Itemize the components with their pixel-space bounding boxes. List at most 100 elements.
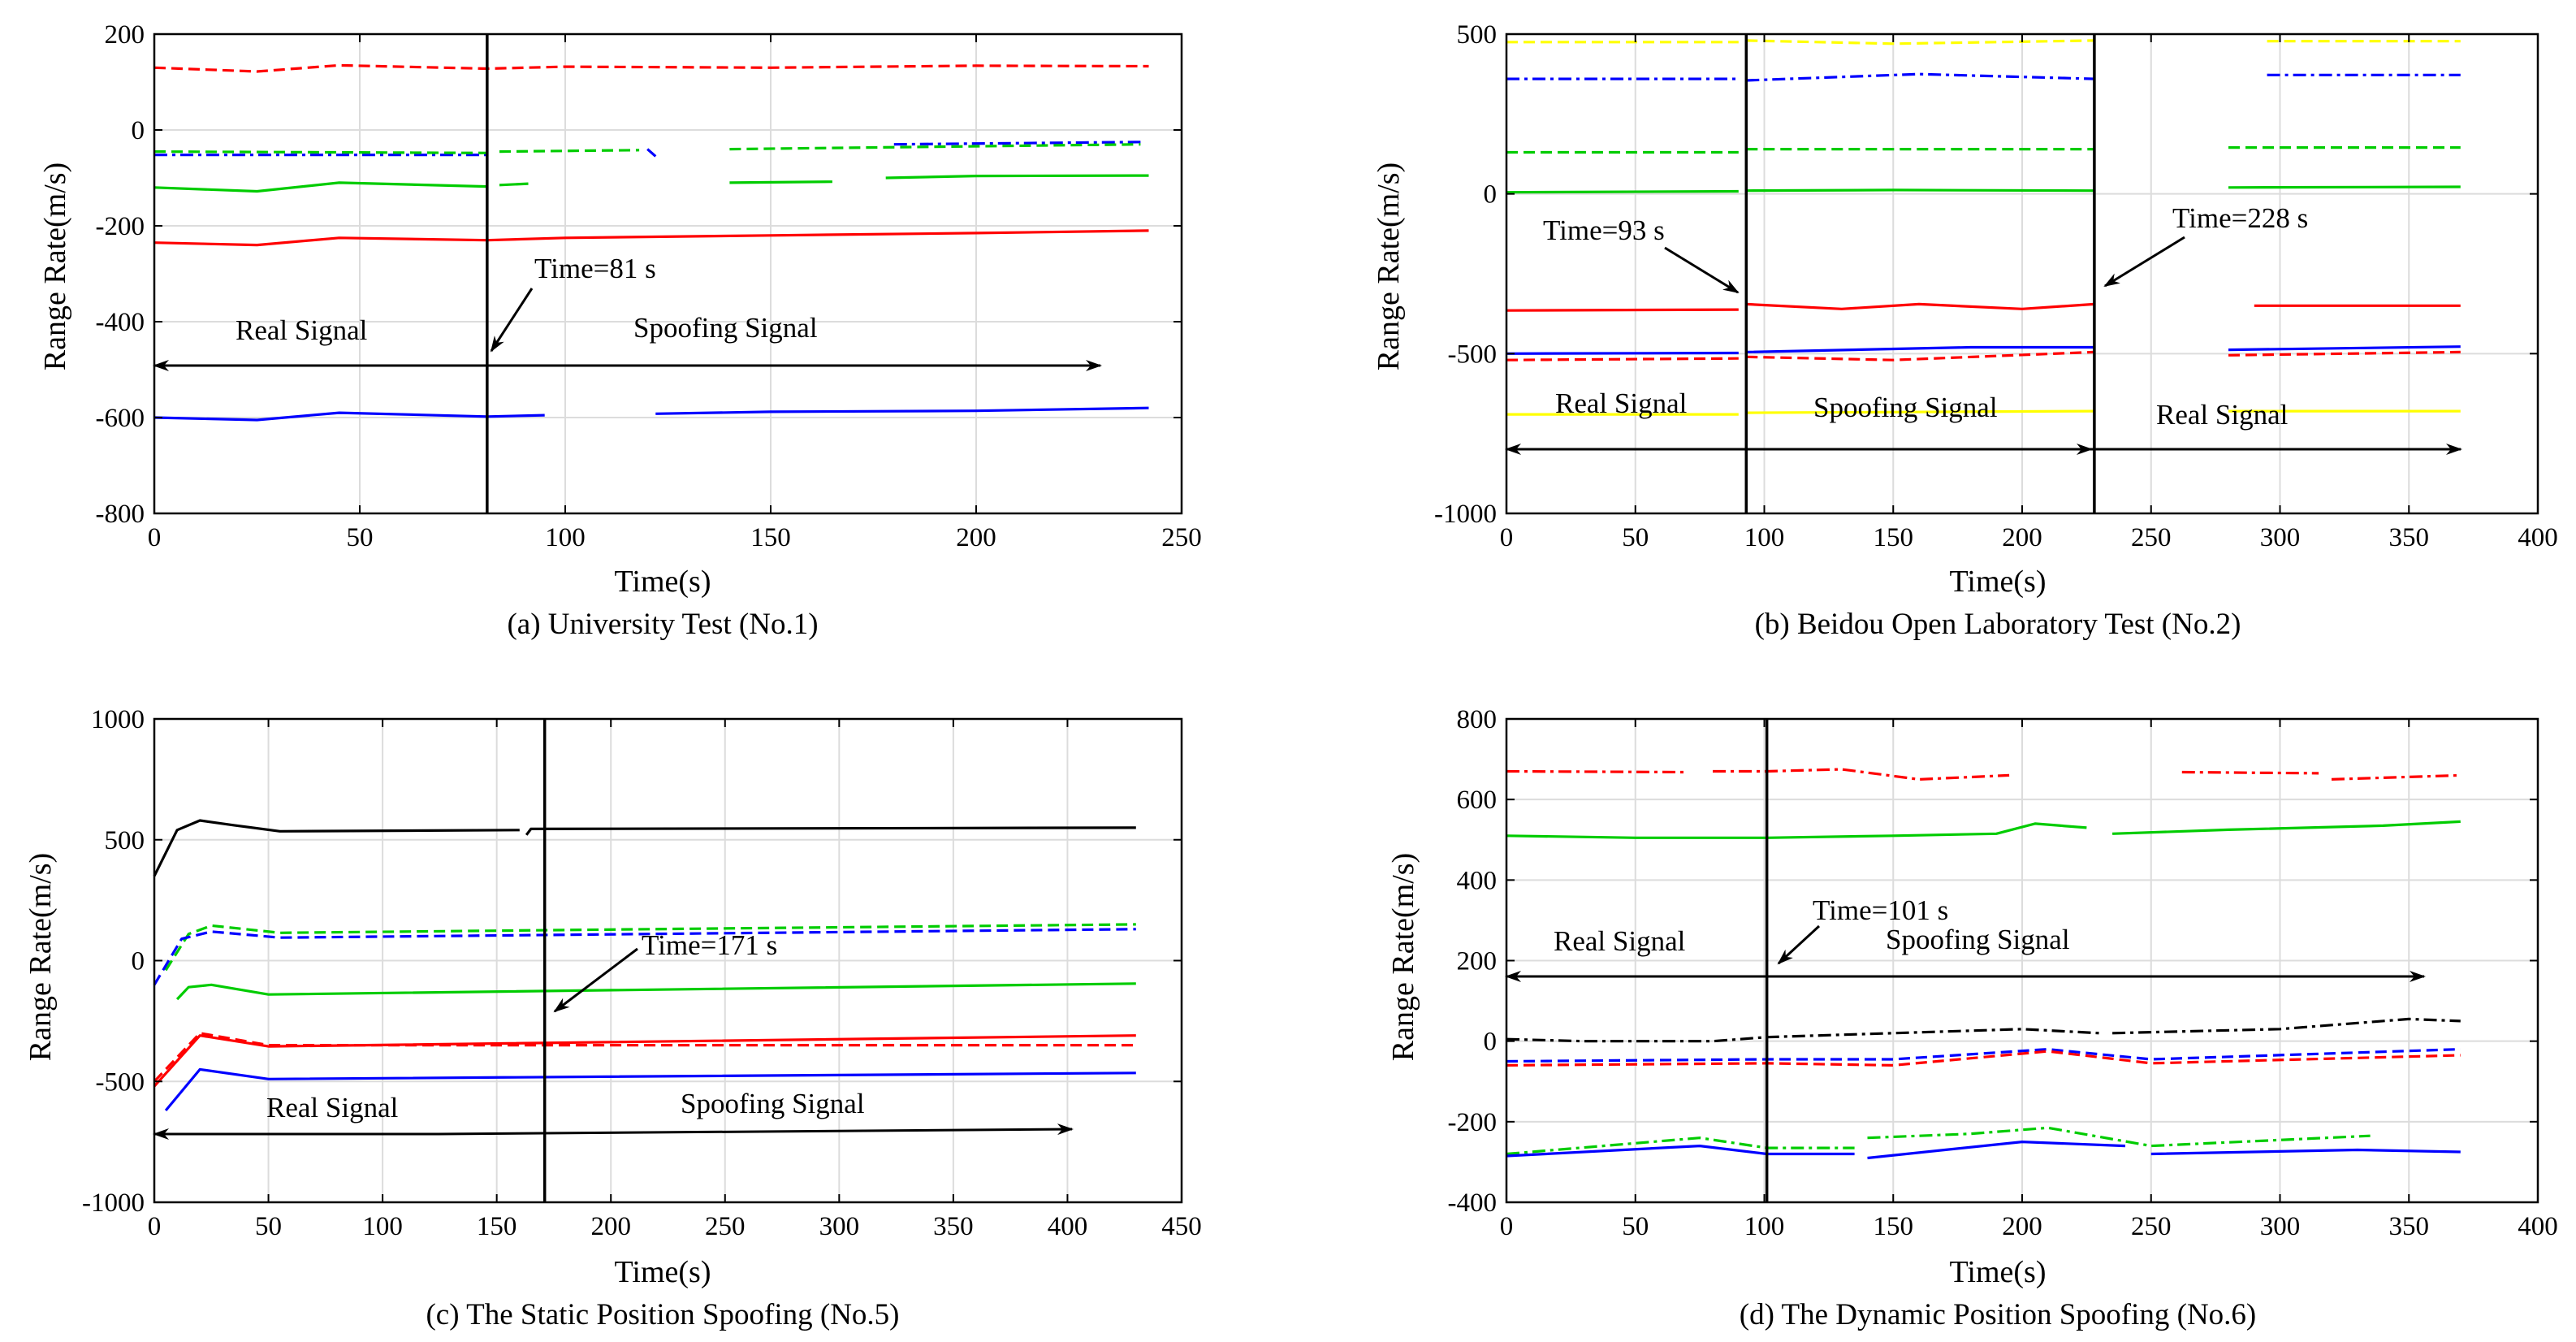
series-line-3 bbox=[153, 181, 487, 193]
series-line-5 bbox=[655, 406, 1149, 415]
x-tick-label: 50 bbox=[1622, 523, 1649, 552]
x-tick-label: 0 bbox=[1500, 523, 1514, 552]
chart-caption: (a) University Test (No.1) bbox=[507, 608, 818, 641]
chart-static-position-spoofing: Time=171 s Real Signal Spoofing Signal 0… bbox=[24, 705, 1202, 1331]
annotation-layer: Time=101 s Real Signal Spoofing Signal bbox=[1505, 894, 2426, 982]
series-line-7 bbox=[1746, 409, 2094, 414]
x-tick-label: 0 bbox=[1500, 1212, 1514, 1241]
annotation-arrow bbox=[2103, 236, 2185, 288]
x-axis-label: Time(s) bbox=[1950, 1255, 2047, 1289]
y-tick-label: -600 bbox=[96, 404, 145, 433]
series-line-2 bbox=[2112, 1017, 2461, 1035]
series-line-4 bbox=[1506, 1050, 2461, 1067]
x-tick-label: 100 bbox=[545, 523, 586, 552]
x-tick-label: 400 bbox=[2518, 523, 2558, 552]
y-tick-label: -1000 bbox=[82, 1188, 145, 1218]
series-line-0 bbox=[2331, 773, 2461, 781]
annotation-spoofing-signal: Spoofing Signal bbox=[633, 312, 818, 344]
x-tick-label: 250 bbox=[2131, 523, 2172, 552]
series-line-3 bbox=[729, 180, 832, 184]
y-tick-label: 500 bbox=[105, 826, 145, 855]
x-tick-label: 350 bbox=[933, 1212, 974, 1241]
y-tick-label: 500 bbox=[1457, 20, 1498, 50]
series-line-5 bbox=[2228, 345, 2461, 352]
series-line-0 bbox=[1506, 769, 1688, 774]
series-line-5 bbox=[1506, 1136, 1855, 1156]
x-tick-label: 200 bbox=[2002, 523, 2042, 552]
y-tick-label: -500 bbox=[1448, 340, 1498, 369]
series-line-0 bbox=[1746, 39, 2094, 45]
series-line-0 bbox=[1713, 768, 2010, 781]
annotation-time-marker: Time=81 s bbox=[534, 253, 656, 284]
chart-university-test: Real Signal Spoofing Signal Time=81 s 0 5… bbox=[38, 20, 1202, 641]
annotation-layer: Time=171 s Real Signal Spoofing Signal bbox=[153, 929, 1074, 1140]
annotation-spoofing-signal: Spoofing Signal bbox=[1813, 392, 1998, 423]
series-line-3 bbox=[175, 982, 1136, 1001]
frame-layer: 0 50 100 150 200 250 -800 -600 -400 -200 0 200 bbox=[96, 20, 1202, 552]
x-tick-label: 0 bbox=[148, 1212, 162, 1241]
series-line-3 bbox=[1746, 188, 2094, 193]
series-line-5 bbox=[153, 411, 545, 422]
x-tick-label: 200 bbox=[956, 523, 996, 552]
y-tick-label: 0 bbox=[132, 947, 145, 976]
annotation-time-marker-93: Time=93 s bbox=[1543, 214, 1665, 246]
series-line-6 bbox=[2150, 1148, 2461, 1156]
series-line-2 bbox=[729, 143, 1141, 151]
series-line-1 bbox=[1746, 72, 2094, 82]
series-line-0 bbox=[153, 819, 520, 877]
y-tick-label: 200 bbox=[1457, 947, 1498, 976]
x-tick-label: 150 bbox=[1874, 523, 1914, 552]
y-tick-label: -200 bbox=[1448, 1108, 1498, 1137]
series-line-5 bbox=[153, 1034, 1136, 1088]
annotation-real-signal-2: Real Signal bbox=[2156, 399, 2289, 431]
series-line-1 bbox=[646, 148, 657, 158]
x-tick-label: 300 bbox=[2260, 523, 2301, 552]
annotation-layer: Real Signal Spoofing Signal Time=81 s bbox=[153, 253, 1102, 371]
x-tick-label: 350 bbox=[2389, 1212, 2430, 1241]
y-tick-label: 0 bbox=[1484, 1028, 1498, 1057]
series-line-0 bbox=[153, 63, 1149, 73]
plot-frame bbox=[153, 32, 1183, 515]
chart-caption: (b) Beidou Open Laboratory Test (No.2) bbox=[1755, 608, 2241, 641]
grid-layer bbox=[1506, 719, 2538, 1202]
frame-layer: 0 50 100 150 200 250 300 350 400 -1000 -500 0 500 bbox=[1434, 20, 2558, 552]
y-axis-label: Range Rate(m/s) bbox=[24, 853, 58, 1061]
series-line-2 bbox=[499, 149, 640, 154]
x-tick-label: 400 bbox=[1048, 1212, 1088, 1241]
x-tick-label: 150 bbox=[477, 1212, 517, 1241]
y-tick-label: -1000 bbox=[1434, 500, 1497, 529]
series-line-6 bbox=[164, 1067, 1136, 1112]
annotation-real-signal: Real Signal bbox=[1554, 925, 1686, 957]
series-line-6 bbox=[1506, 357, 1739, 361]
annotation-arrow bbox=[1664, 246, 1740, 294]
series-line-5 bbox=[1867, 1126, 2371, 1148]
y-tick-label: -800 bbox=[96, 500, 145, 529]
y-tick-label: 400 bbox=[1457, 866, 1498, 895]
x-tick-label: 100 bbox=[1744, 1212, 1785, 1241]
series-line-6 bbox=[1746, 350, 2094, 361]
frame-layer: 0 50 100 150 200 250 300 350 400 -400 -200 0 200 400 6… bbox=[1448, 705, 2558, 1241]
x-axis-label: Time(s) bbox=[615, 565, 711, 599]
data-layer bbox=[153, 819, 1136, 1112]
chart-caption: (d) The Dynamic Position Spoofing (No.6) bbox=[1740, 1298, 2256, 1331]
frame-layer: 0 50 100 150 200 250 300 350 400 450 -1000 -500 0 500… bbox=[82, 705, 1202, 1241]
y-axis-label: Range Rate(m/s) bbox=[1386, 853, 1420, 1061]
series-line-3 bbox=[499, 182, 529, 187]
series-line-3 bbox=[1506, 189, 1739, 194]
annotation-spoofing-signal: Spoofing Signal bbox=[1886, 924, 2070, 955]
series-line-6 bbox=[1867, 1141, 2126, 1160]
annotation-spoofing-signal: Spoofing Signal bbox=[681, 1088, 865, 1119]
series-line-1 bbox=[2112, 820, 2461, 835]
x-tick-label: 50 bbox=[1622, 1212, 1649, 1241]
x-tick-label: 100 bbox=[1744, 523, 1785, 552]
y-tick-label: 600 bbox=[1457, 786, 1498, 815]
series-line-2 bbox=[153, 150, 487, 154]
grid-layer bbox=[154, 719, 1182, 1202]
series-line-2 bbox=[153, 928, 1136, 986]
y-tick-label: -200 bbox=[96, 212, 145, 241]
x-tick-label: 300 bbox=[819, 1212, 860, 1241]
annotation-time-marker-228: Time=228 s bbox=[2172, 202, 2308, 234]
y-tick-label: -400 bbox=[1448, 1188, 1498, 1218]
chart-dynamic-position-spoofing: Time=101 s Real Signal Spoofing Signal 0… bbox=[1386, 705, 2558, 1331]
